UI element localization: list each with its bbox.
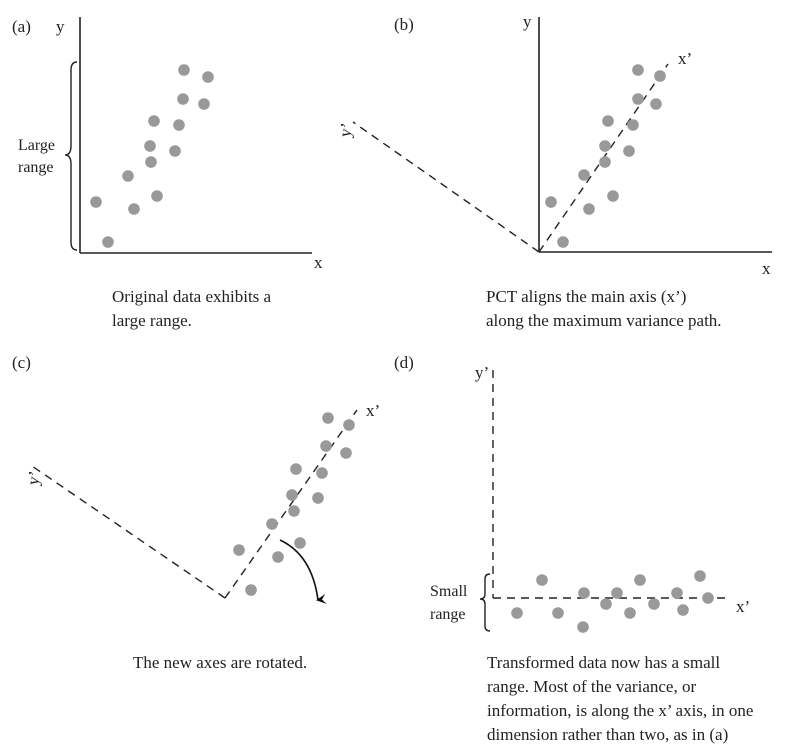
data-point [128, 203, 140, 215]
data-point [650, 98, 662, 110]
panel-d-y-prime-label: y’ [475, 363, 489, 382]
data-point [557, 236, 569, 248]
panel-d: (d) y’ x’ Small range Transformed data n… [394, 353, 753, 744]
panel-c-x-prime-axis [224, 409, 358, 599]
panel-a-x-axis-label: x [314, 253, 323, 272]
data-point [552, 607, 564, 619]
data-point [648, 598, 660, 610]
data-point [340, 447, 352, 459]
panel-d-brace-label-line1: Small [430, 583, 468, 600]
data-point [602, 115, 614, 127]
data-point [245, 584, 257, 596]
data-point [290, 463, 302, 475]
panel-b: (b) y x x’ y’ PCT aligns the main axis (… [335, 12, 772, 330]
panel-a-caption-line1: Original data exhibits a [112, 287, 272, 306]
panel-b-x-axis-label: x [762, 259, 771, 278]
data-point [144, 140, 156, 152]
panel-a: (a) y x Large range Original data exhibi… [12, 17, 323, 330]
data-point [198, 98, 210, 110]
data-point [288, 505, 300, 517]
panel-a-brace-label-line1: Large [18, 137, 55, 154]
panel-c-y-prime-label: y’ [23, 469, 44, 486]
data-point [320, 440, 332, 452]
panel-d-brace-label-line2: range [430, 606, 466, 623]
data-point [90, 196, 102, 208]
data-point [600, 598, 612, 610]
data-point [202, 71, 214, 83]
panel-b-caption-line2: along the maximum variance path. [486, 311, 722, 330]
panel-c-data-points [233, 412, 355, 596]
panel-b-y-prime-axis [352, 121, 540, 253]
panel-a-letter: (a) [12, 17, 31, 36]
data-point [322, 412, 334, 424]
data-point [654, 70, 666, 82]
data-point [122, 170, 134, 182]
panel-c-x-prime-label: x’ [366, 401, 380, 420]
data-point [536, 574, 548, 586]
panel-c: (c) x’ y’ The new axes are rotated. [12, 353, 380, 672]
panel-d-caption-line2: range. Most of the variance, or [487, 677, 696, 696]
data-point [627, 119, 639, 131]
panel-b-y-axis-label: y [523, 12, 532, 31]
data-point [316, 467, 328, 479]
panel-d-caption-line4: dimension rather than two, as in (a) [487, 725, 728, 744]
panel-a-brace-label-line2: range [18, 159, 54, 176]
data-point [578, 587, 590, 599]
data-point [148, 115, 160, 127]
panel-a-large-range-brace [64, 61, 78, 251]
data-point [511, 607, 523, 619]
panel-d-caption-line1: Transformed data now has a small [487, 653, 720, 672]
data-point [694, 570, 706, 582]
data-point [266, 518, 278, 530]
panel-a-caption-line2: large range. [112, 311, 192, 330]
data-point [151, 190, 163, 202]
data-point [545, 196, 557, 208]
data-point [178, 64, 190, 76]
data-point [233, 544, 245, 556]
panel-a-y-axis-label: y [56, 17, 65, 36]
data-point [577, 621, 589, 633]
panel-c-letter: (c) [12, 353, 31, 372]
panel-b-caption-line1: PCT aligns the main axis (x’) [486, 287, 686, 306]
panel-c-y-prime-axis [31, 465, 226, 599]
data-point [599, 156, 611, 168]
data-point [272, 551, 284, 563]
data-point [671, 587, 683, 599]
data-point [634, 574, 646, 586]
data-point [702, 592, 714, 604]
data-point [294, 537, 306, 549]
data-point [102, 236, 114, 248]
data-point [583, 203, 595, 215]
panel-a-data-points [90, 64, 214, 248]
data-point [169, 145, 181, 157]
panel-b-x-prime-label: x’ [678, 49, 692, 68]
data-point [607, 190, 619, 202]
panel-d-x-prime-label: x’ [736, 597, 750, 616]
data-point [286, 489, 298, 501]
panel-c-caption-line1: The new axes are rotated. [133, 653, 307, 672]
data-point [624, 607, 636, 619]
panel-b-data-points [545, 64, 666, 248]
data-point [177, 93, 189, 105]
panel-d-data-points [511, 570, 714, 633]
data-point [677, 604, 689, 616]
data-point [312, 492, 324, 504]
data-point [145, 156, 157, 168]
panel-d-caption-line3: information, is along the x’ axis, in on… [487, 701, 753, 720]
data-point [632, 64, 644, 76]
data-point [343, 419, 355, 431]
panel-c-rotation-arrow [279, 539, 327, 604]
data-point [632, 93, 644, 105]
panel-d-letter: (d) [394, 353, 414, 372]
panel-d-small-range-brace [479, 573, 491, 632]
panel-b-letter: (b) [394, 15, 414, 34]
data-point [173, 119, 185, 131]
data-point [611, 587, 623, 599]
data-point [578, 169, 590, 181]
panel-b-y-prime-label: y’ [335, 121, 356, 138]
data-point [623, 145, 635, 157]
data-point [599, 140, 611, 152]
